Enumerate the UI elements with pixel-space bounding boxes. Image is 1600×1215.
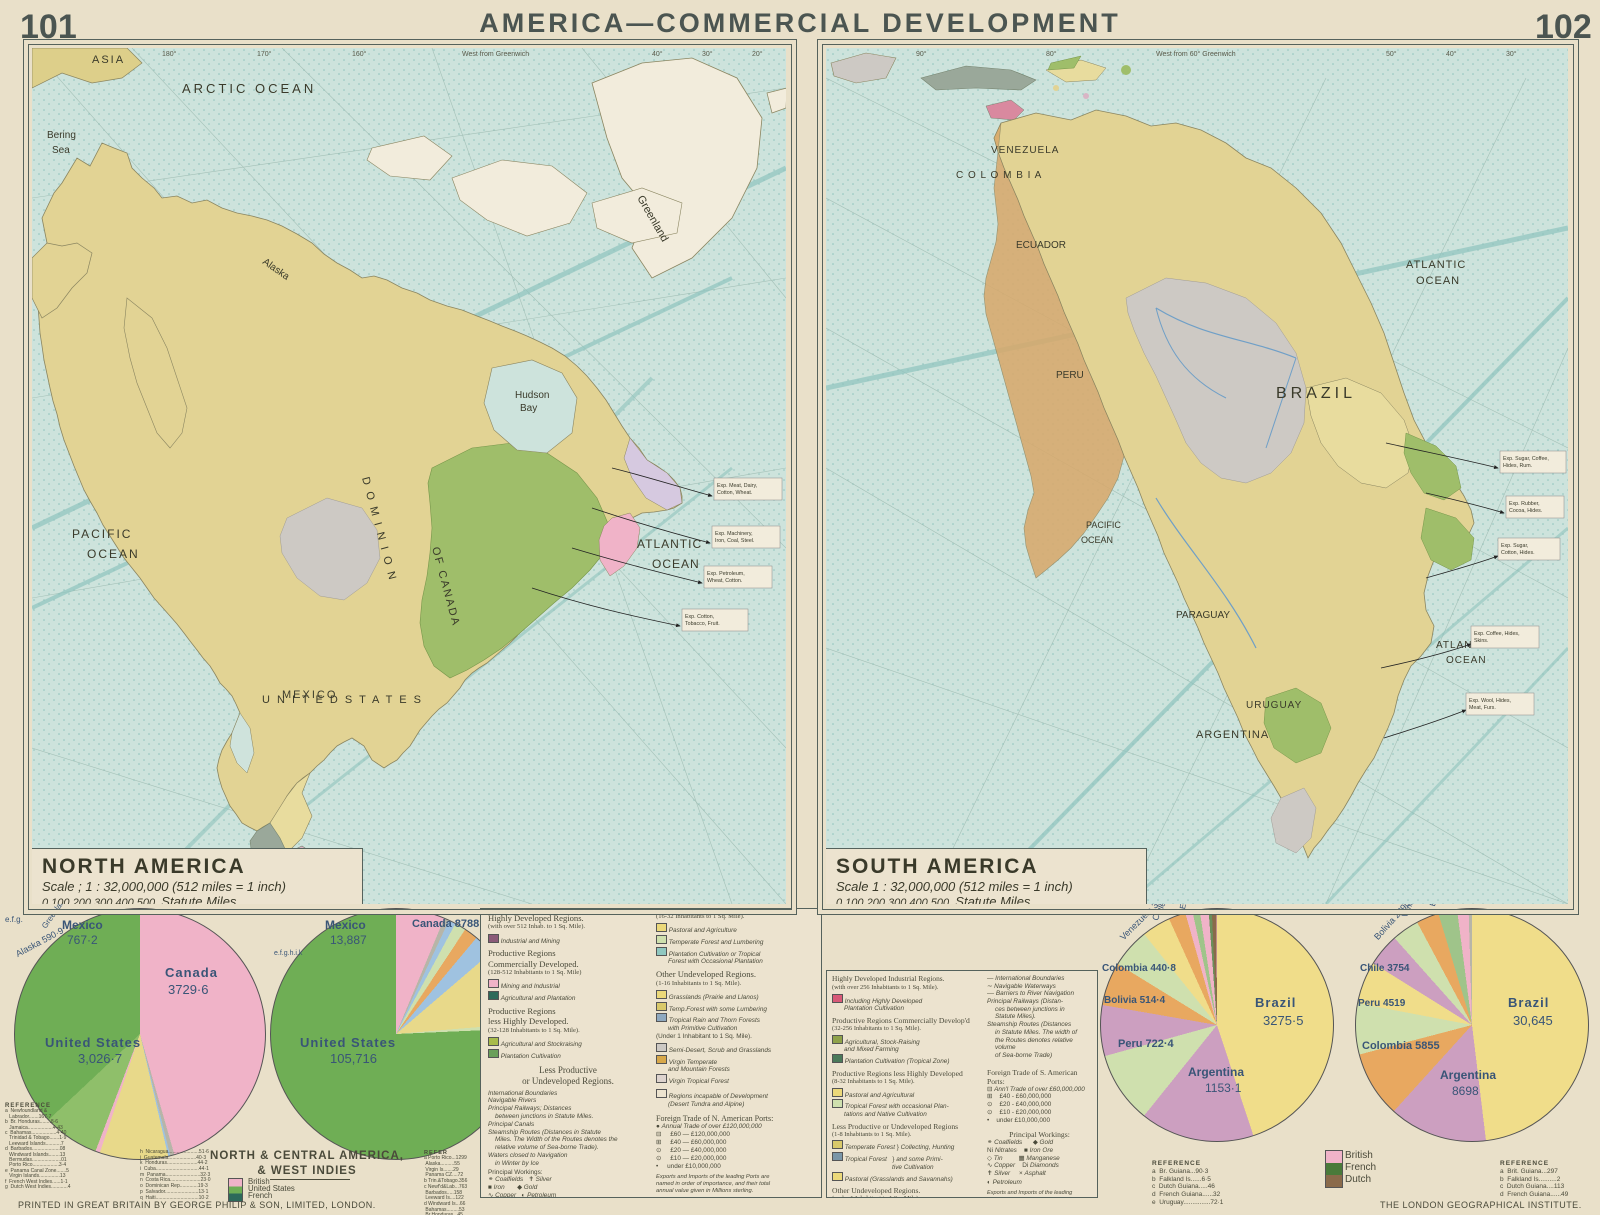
svg-text:30°: 30° (702, 50, 713, 58)
svg-text:ASIA: ASIA (92, 54, 125, 66)
svg-text:Meat, Furs.: Meat, Furs. (1469, 705, 1496, 711)
svg-text:160°: 160° (352, 50, 367, 58)
svg-text:Wheat, Cotton.: Wheat, Cotton. (707, 578, 742, 584)
svg-text:OCEAN: OCEAN (1446, 655, 1487, 666)
svg-text:West from Greenwich: West from Greenwich (462, 51, 529, 58)
svg-text:Cotton, Hides.: Cotton, Hides. (1501, 550, 1535, 556)
svg-text:C O L O M B I A: C O L O M B I A (956, 170, 1042, 181)
svg-text:Exp. Machinery,: Exp. Machinery, (715, 531, 753, 537)
svg-text:Bay: Bay (520, 403, 537, 414)
svg-text:PERU: PERU (1056, 370, 1084, 381)
svg-text:Bering: Bering (47, 130, 76, 141)
svg-text:OCEAN: OCEAN (652, 557, 700, 571)
svg-text:OCEAN: OCEAN (1081, 535, 1113, 545)
svg-text:PACIFIC: PACIFIC (1086, 520, 1121, 530)
svg-text:170°: 170° (257, 50, 272, 58)
svg-text:OCEAN: OCEAN (1416, 275, 1460, 287)
svg-text:20°: 20° (752, 50, 763, 58)
svg-text:West from 60° Greenwich: West from 60° Greenwich (1156, 50, 1236, 58)
svg-text:Exp. Meat, Dairy,: Exp. Meat, Dairy, (717, 483, 757, 489)
svg-text:U N I T E D S T A T E S: U N I T E D S T A T E S (262, 694, 423, 706)
svg-text:Hides, Rum.: Hides, Rum. (1503, 463, 1532, 469)
svg-text:Iron, Coal, Steel.: Iron, Coal, Steel. (715, 538, 754, 544)
svg-text:PACIFIC: PACIFIC (72, 527, 132, 541)
svg-text:30°: 30° (1506, 50, 1517, 58)
svg-text:OCEAN: OCEAN (87, 547, 140, 561)
svg-text:Exp. Sugar, Coffee,: Exp. Sugar, Coffee, (1503, 456, 1549, 462)
svg-text:Hudson: Hudson (515, 390, 549, 401)
svg-text:Exp. Sugar,: Exp. Sugar, (1501, 543, 1528, 549)
svg-text:Cotton, Wheat.: Cotton, Wheat. (717, 490, 752, 496)
svg-text:50°: 50° (1386, 50, 1397, 58)
svg-text:Tobacco, Fruit.: Tobacco, Fruit. (685, 621, 720, 627)
svg-text:40°: 40° (1446, 50, 1457, 58)
svg-text:180°: 180° (162, 50, 177, 58)
svg-text:BRAZIL: BRAZIL (1276, 385, 1356, 402)
svg-text:Cocoa, Hides.: Cocoa, Hides. (1509, 508, 1542, 514)
svg-text:URUGUAY: URUGUAY (1246, 700, 1302, 711)
svg-text:ATLANTIC: ATLANTIC (1406, 259, 1466, 271)
svg-text:Sea: Sea (52, 145, 70, 156)
svg-text:Exp. Cotton,: Exp. Cotton, (685, 614, 714, 620)
svg-text:ARGENTINA: ARGENTINA (1196, 729, 1269, 741)
svg-text:80°: 80° (1046, 50, 1057, 58)
svg-text:90°: 90° (916, 50, 927, 58)
svg-text:Exp. Wool, Hides,: Exp. Wool, Hides, (1469, 698, 1511, 704)
svg-text:ATLANTIC: ATLANTIC (637, 537, 702, 551)
svg-text:ECUADOR: ECUADOR (1016, 240, 1066, 251)
svg-text:Exp. Coffee, Hides,: Exp. Coffee, Hides, (1474, 631, 1520, 637)
svg-text:VENEZUELA: VENEZUELA (991, 145, 1059, 156)
svg-text:Exp. Rubber,: Exp. Rubber, (1509, 501, 1540, 507)
svg-text:Skins.: Skins. (1474, 638, 1488, 644)
svg-text:PARAGUAY: PARAGUAY (1176, 610, 1230, 621)
svg-text:40°: 40° (652, 50, 663, 58)
svg-text:Exp. Petroleum,: Exp. Petroleum, (707, 571, 745, 577)
svg-text:ARCTIC OCEAN: ARCTIC OCEAN (182, 81, 316, 96)
